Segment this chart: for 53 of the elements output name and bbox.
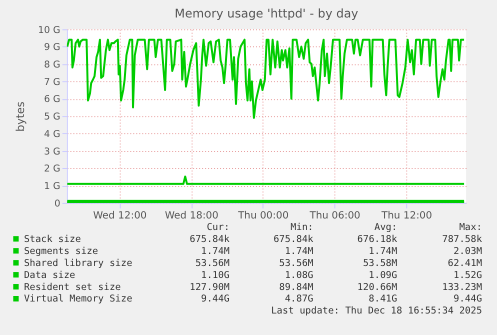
y-tick-label: 5 G	[44, 112, 60, 123]
text: Max:	[459, 222, 482, 233]
text: 1.74M	[201, 246, 230, 257]
text: 4.87G	[284, 294, 314, 305]
x-tick-label: Wed 12:00	[93, 210, 147, 222]
text: 1.74M	[368, 246, 398, 257]
y-tick-label: 3 G	[44, 146, 60, 158]
x-tick-label: Thu 00:00	[237, 210, 289, 222]
x-tick-label: Thu 12:00	[380, 210, 432, 222]
legend-label: Resident set size	[24, 282, 122, 293]
text: 89.84M	[279, 282, 314, 293]
text: Min:	[290, 222, 314, 233]
y-tick-label: 6 G	[44, 94, 60, 106]
legend-label: Stack size	[24, 234, 82, 245]
y-axis-title: bytes	[14, 101, 27, 132]
text: 133.23M	[442, 282, 482, 293]
y-tick-label: 1 G	[44, 181, 60, 192]
chart-title: Memory usage 'httpd' - by day	[174, 6, 358, 20]
legend-label: Shared library size	[24, 258, 133, 269]
text: 675.84k	[273, 234, 314, 245]
text: Avg:	[374, 222, 398, 233]
y-tick-label: 2 G	[44, 164, 60, 175]
text: 2.03M	[454, 246, 482, 257]
text: 676.18k	[357, 234, 398, 245]
text: 8.41G	[368, 294, 398, 305]
y-tick-label: 8 G	[44, 60, 60, 70]
text: 1.09G	[368, 270, 398, 281]
text: 127.90M	[190, 282, 230, 293]
text: Cur:	[206, 222, 230, 233]
text: 9.44G	[454, 294, 482, 305]
text: 53.56M	[195, 258, 230, 269]
y-tick-label: 4 G	[44, 128, 60, 140]
text: 62.41M	[448, 258, 482, 269]
text: 53.56M	[279, 258, 314, 269]
x-tick-label: Wed 18:00	[164, 210, 218, 222]
text: Last update: Thu Dec 18 16:55:34 2025	[271, 306, 482, 317]
legend-label: Segments size	[24, 246, 98, 257]
text: 675.84k	[190, 234, 230, 245]
y-tick-label: 7 G	[44, 76, 60, 88]
text: 1.10G	[201, 270, 230, 281]
x-tick-label: Thu 06:00	[308, 210, 360, 222]
y-tick-label: 9 G	[44, 42, 60, 54]
y-tick-label: 10 G	[38, 24, 60, 36]
y-tick-label: 0	[54, 198, 60, 210]
text: 1.74M	[284, 246, 314, 257]
text: 787.58k	[442, 234, 482, 245]
text: 120.66M	[357, 282, 398, 293]
legend-label: Virtual Memory Size	[24, 294, 133, 305]
legend-label: Data size	[24, 270, 76, 281]
text: 1.08G	[284, 270, 314, 281]
text: 9.44G	[201, 294, 230, 305]
text: 1.52G	[454, 270, 482, 281]
text: 53.58M	[362, 258, 398, 269]
